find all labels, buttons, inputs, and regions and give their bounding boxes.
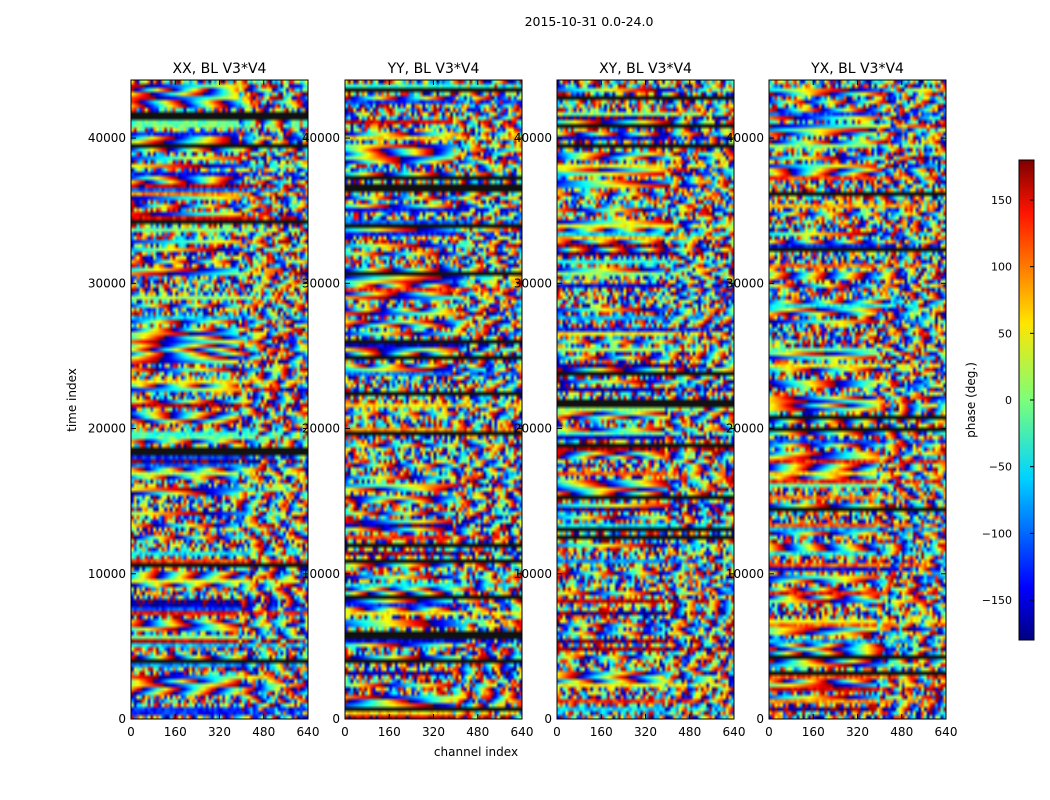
panel-xy: XY, BL V3*V4 0 160 320 480 640 0 10000 20000 3000… bbox=[514, 61, 746, 739]
panel-title: XX, BL V3*V4 bbox=[173, 61, 267, 77]
y-tick-label: 20000 bbox=[88, 422, 126, 436]
y-tick-label: 10000 bbox=[302, 567, 340, 581]
y-tick-label: 0 bbox=[544, 712, 552, 726]
y-tick-label: 40000 bbox=[514, 131, 552, 145]
x-tick-label: 0 bbox=[553, 725, 561, 739]
x-tick-label: 480 bbox=[678, 725, 701, 739]
panel-yy: YY, BL V3*V4 0 160 320 480 640 0 10000 20000 3000… bbox=[302, 61, 534, 739]
x-tick-label: 0 bbox=[341, 725, 349, 739]
panel-title: YX, BL V3*V4 bbox=[810, 61, 904, 77]
y-tick-label: 30000 bbox=[514, 276, 552, 290]
x-tick-label: 160 bbox=[378, 725, 401, 739]
colorbar-tick-label: 150 bbox=[991, 194, 1012, 207]
x-tick-label: 480 bbox=[252, 725, 275, 739]
y-tick-label: 30000 bbox=[88, 276, 126, 290]
x-tick-label: 320 bbox=[422, 725, 445, 739]
y-tick-label: 10000 bbox=[514, 567, 552, 581]
x-tick-label: 640 bbox=[297, 725, 320, 739]
heatmap-image bbox=[131, 80, 308, 719]
y-tick-label: 40000 bbox=[302, 131, 340, 145]
y-tick-label: 10000 bbox=[88, 567, 126, 581]
x-axis-label: channel index bbox=[434, 745, 518, 759]
y-tick-label: 30000 bbox=[726, 276, 764, 290]
x-tick-label: 480 bbox=[466, 725, 489, 739]
panel-title: YY, BL V3*V4 bbox=[387, 61, 480, 77]
y-axis-label: time index bbox=[65, 368, 79, 432]
heatmap-image bbox=[557, 80, 734, 719]
y-tick-label: 20000 bbox=[302, 422, 340, 436]
colorbar-tick-label: 100 bbox=[991, 261, 1012, 274]
heatmap-image bbox=[769, 80, 946, 719]
x-tick-label: 160 bbox=[802, 725, 825, 739]
panel-yx: YX, BL V3*V4 0 160 320 480 640 0 10000 20000 3000… bbox=[726, 61, 958, 739]
x-tick-label: 640 bbox=[511, 725, 534, 739]
x-tick-label: 0 bbox=[765, 725, 773, 739]
x-tick-label: 160 bbox=[590, 725, 613, 739]
y-tick-label: 0 bbox=[756, 712, 764, 726]
colorbar-tick-label: −100 bbox=[982, 527, 1012, 540]
panel-title: XY, BL V3*V4 bbox=[599, 61, 692, 77]
x-tick-label: 480 bbox=[890, 725, 913, 739]
y-tick-label: 40000 bbox=[726, 131, 764, 145]
y-tick-label: 40000 bbox=[88, 131, 126, 145]
y-tick-label: 0 bbox=[332, 712, 340, 726]
x-tick-label: 0 bbox=[127, 725, 135, 739]
y-tick-label: 20000 bbox=[726, 422, 764, 436]
heatmap-image bbox=[345, 80, 522, 719]
colorbar-ticks: 150 100 50 0 −50 −100 −150 bbox=[982, 194, 1034, 607]
colorbar-tick-label: 50 bbox=[998, 327, 1012, 340]
colorbar-tick-label: −150 bbox=[982, 594, 1012, 607]
y-tick-label: 20000 bbox=[514, 422, 552, 436]
x-tick-label: 320 bbox=[634, 725, 657, 739]
x-tick-label: 640 bbox=[723, 725, 746, 739]
y-tick-label: 10000 bbox=[726, 567, 764, 581]
x-tick-label: 640 bbox=[935, 725, 958, 739]
y-tick-label: 30000 bbox=[302, 276, 340, 290]
colorbar-tick-label: −50 bbox=[989, 461, 1012, 474]
x-tick-label: 320 bbox=[208, 725, 231, 739]
colorbar: 150 100 50 0 −50 −100 −150 phase (deg.) bbox=[964, 159, 1035, 641]
panel-xx: XX, BL V3*V4 0 160 320 480 640 0 10000 20000 3000… bbox=[88, 61, 320, 739]
x-tick-label: 320 bbox=[846, 725, 869, 739]
x-tick-label: 160 bbox=[164, 725, 187, 739]
figure-title: 2015-10-31 0.0-24.0 bbox=[525, 14, 654, 29]
panels: XX, BL V3*V4 0 160 320 480 640 0 10000 20000 3000… bbox=[88, 61, 958, 739]
y-tick-label: 0 bbox=[118, 712, 126, 726]
colorbar-tick-label: 0 bbox=[1005, 394, 1012, 407]
colorbar-label: phase (deg.) bbox=[964, 362, 978, 438]
